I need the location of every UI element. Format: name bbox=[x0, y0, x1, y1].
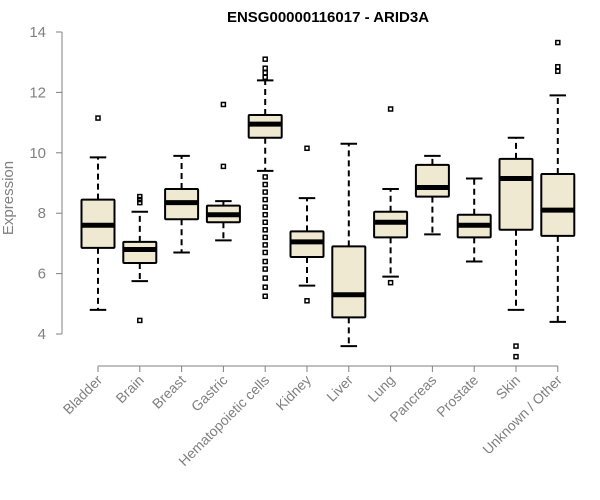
x-tick-label: Prostate bbox=[433, 372, 481, 420]
iqr-box bbox=[540, 172, 576, 237]
box-series bbox=[80, 39, 576, 360]
outlier-point bbox=[220, 163, 227, 170]
outlier-point bbox=[262, 189, 268, 195]
x-tick-label: Brain bbox=[112, 372, 146, 406]
y-tick-label: 6 bbox=[38, 266, 46, 283]
outlier-point bbox=[387, 106, 394, 112]
box-gastric bbox=[205, 101, 241, 242]
outlier-point bbox=[555, 63, 561, 70]
outlier-point bbox=[262, 275, 268, 281]
outlier-point bbox=[262, 234, 268, 241]
outlier-point bbox=[262, 284, 268, 290]
box-hematopoietic-cells bbox=[247, 56, 283, 299]
outlier-point bbox=[304, 298, 310, 304]
outlier-point bbox=[220, 101, 227, 108]
box-pancreas bbox=[414, 154, 450, 236]
outlier-point bbox=[262, 219, 268, 226]
box-skin bbox=[498, 136, 534, 360]
outlier-point bbox=[262, 258, 268, 265]
outlier-point bbox=[262, 181, 268, 188]
outlier-point bbox=[262, 249, 268, 256]
outlier-point bbox=[137, 196, 143, 203]
outlier-point bbox=[262, 266, 268, 272]
outlier-point bbox=[262, 65, 268, 71]
iqr-box bbox=[498, 157, 534, 231]
iqr-box bbox=[331, 245, 367, 319]
box-lung bbox=[373, 106, 409, 286]
outlier-point bbox=[513, 343, 519, 349]
outlier-point bbox=[555, 39, 561, 46]
x-tick-label: Unknown / Other bbox=[479, 372, 565, 458]
outlier-point bbox=[262, 56, 268, 62]
outlier-point bbox=[262, 70, 268, 76]
outlier-point bbox=[262, 74, 268, 81]
y-axis-label: Expression bbox=[0, 161, 17, 235]
chart-title: ENSG00000116017 - ARID3A bbox=[227, 9, 429, 26]
outlier-point bbox=[262, 196, 268, 203]
x-tick-label: Kidney bbox=[273, 372, 315, 414]
outlier-point bbox=[304, 145, 310, 152]
box-breast bbox=[164, 154, 200, 254]
y-tick-label: 10 bbox=[29, 145, 46, 162]
outlier-point bbox=[262, 242, 268, 248]
x-tick-label: Breast bbox=[149, 372, 189, 412]
outlier-point bbox=[555, 68, 561, 75]
outlier-point bbox=[262, 211, 268, 218]
outlier-point bbox=[137, 199, 143, 206]
y-tick-label: 12 bbox=[29, 84, 46, 101]
y-tick-label: 14 bbox=[29, 24, 46, 41]
outlier-point bbox=[262, 174, 268, 180]
y-tick-label: 8 bbox=[38, 205, 46, 222]
x-tick-label: Liver bbox=[323, 372, 356, 405]
x-tick-label: Skin bbox=[493, 372, 524, 403]
outlier-point bbox=[387, 279, 394, 286]
outlier-point bbox=[262, 227, 268, 233]
box-liver bbox=[331, 142, 367, 348]
outlier-point bbox=[262, 204, 268, 210]
iqr-box bbox=[122, 240, 158, 265]
box-unknown-other bbox=[540, 39, 576, 323]
y-axis: 4 6 8 10 12 14 bbox=[29, 24, 63, 343]
y-tick-label: 4 bbox=[38, 326, 46, 343]
box-prostate bbox=[456, 177, 492, 263]
outlier-point bbox=[513, 353, 519, 360]
box-brain bbox=[122, 193, 158, 324]
iqr-box bbox=[414, 163, 450, 198]
outlier-point bbox=[95, 115, 101, 121]
outlier-point bbox=[262, 293, 268, 299]
x-tick-label: Bladder bbox=[60, 372, 106, 418]
outlier-point bbox=[137, 317, 143, 324]
box-bladder bbox=[80, 115, 116, 311]
x-tick-label: Lung bbox=[364, 372, 397, 405]
box-kidney bbox=[289, 145, 325, 304]
outlier-point bbox=[137, 193, 143, 200]
